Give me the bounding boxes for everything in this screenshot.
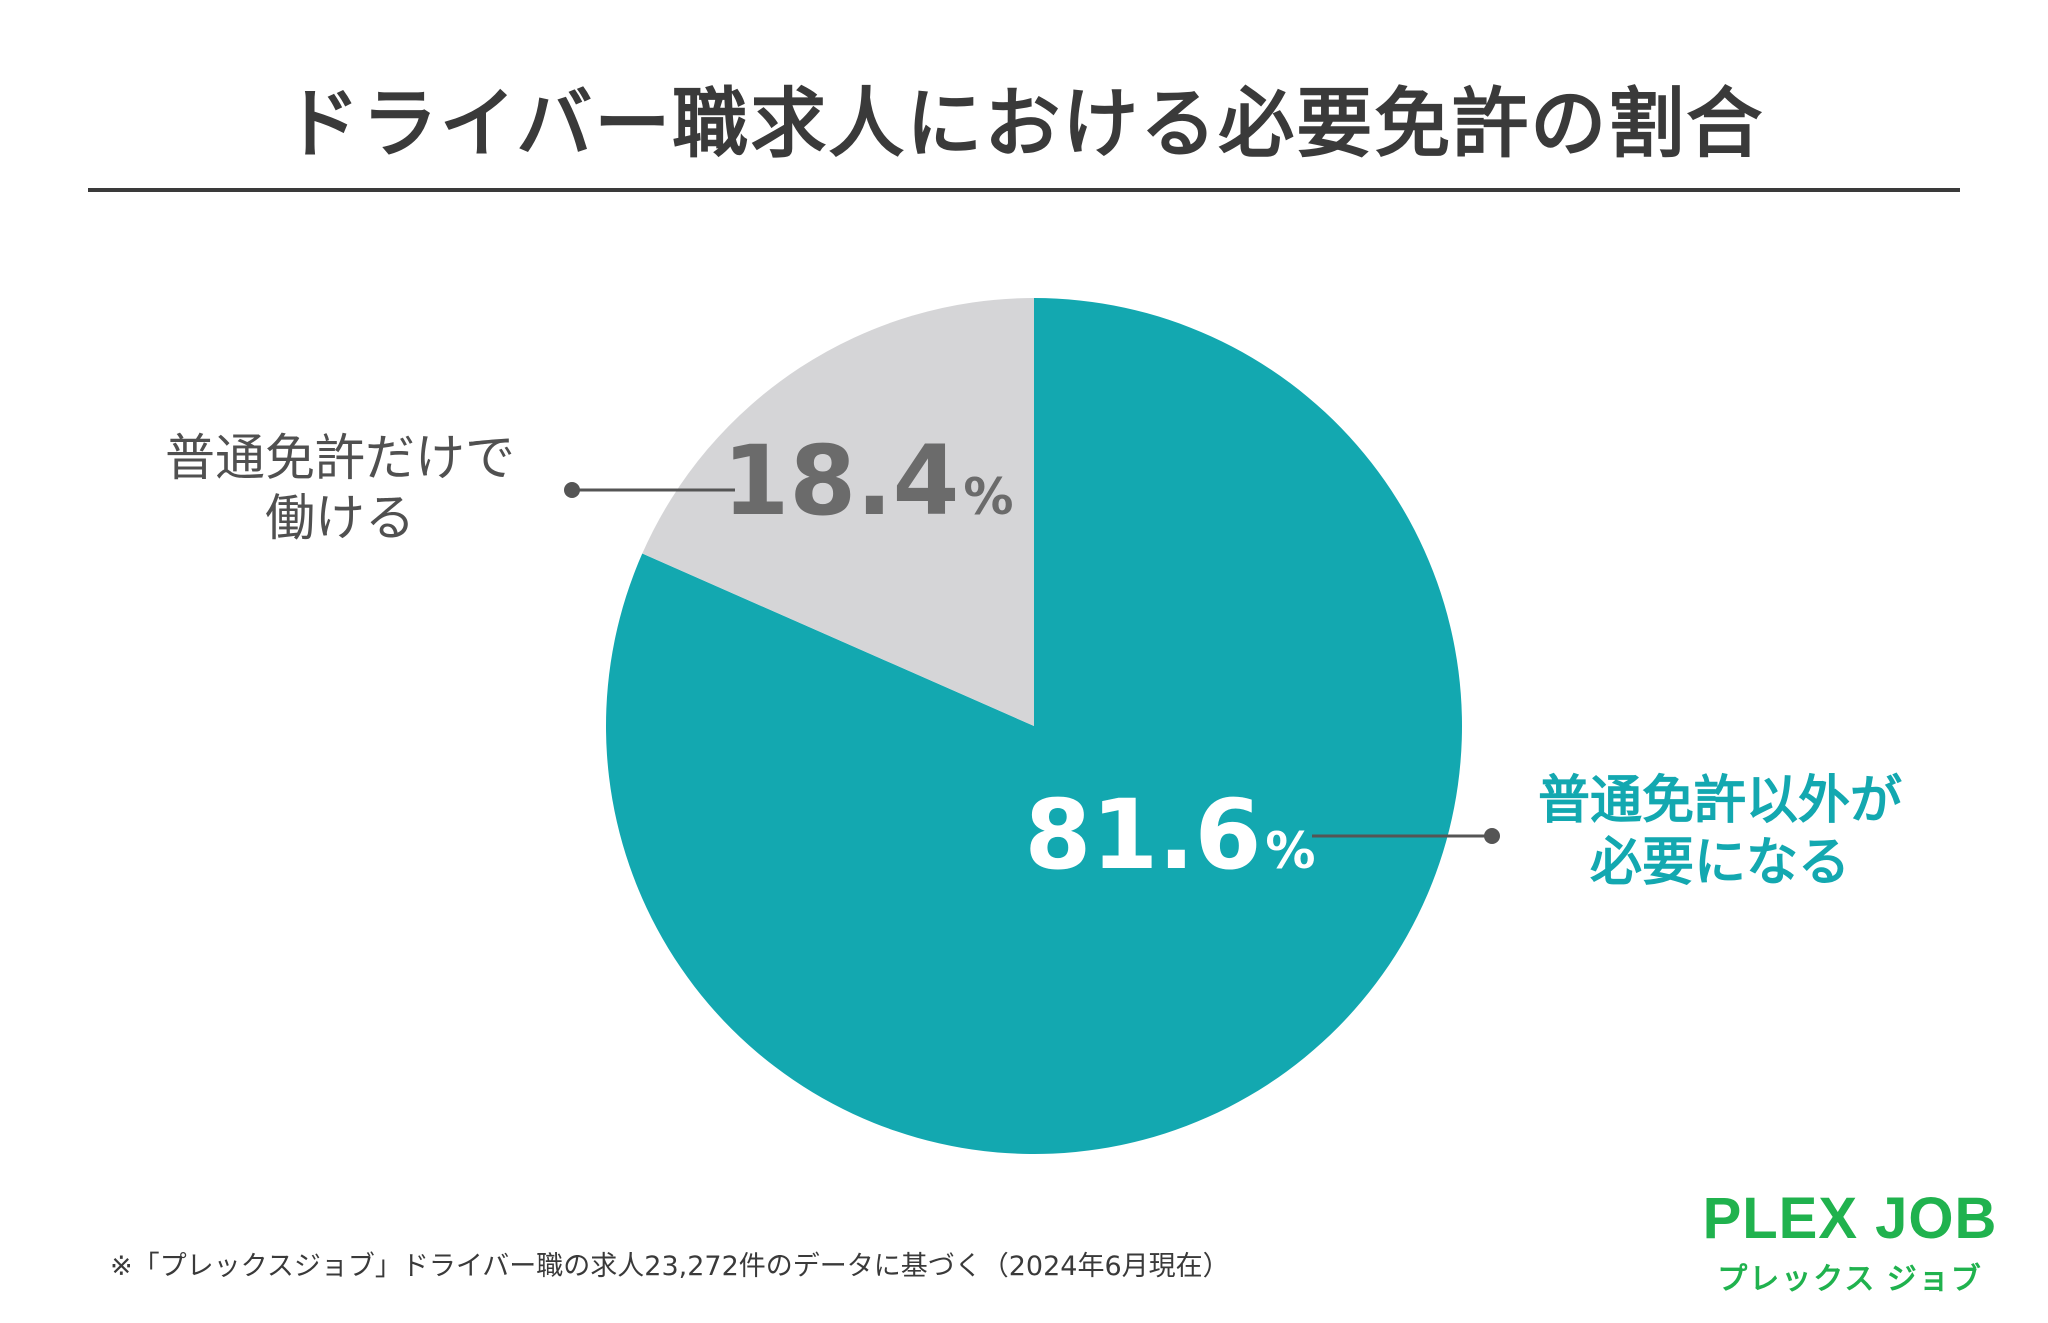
plex-job-logo: PLEX JOB プレックス ジョブ xyxy=(1690,1190,2010,1298)
value-label-unit-basic-license: % xyxy=(963,468,1013,526)
logo-main-text: PLEX JOB xyxy=(1702,1186,1998,1251)
logo-sub-text: プレックス ジョブ xyxy=(1717,1263,1983,1296)
slice-label-basic-license: 普通免許だけで 働ける xyxy=(120,428,560,548)
leader-line-other-license-dot xyxy=(1484,828,1500,844)
chart-title: ドライバー職求人における必要免許の割合 xyxy=(283,79,1765,168)
value-label-number-basic-license: 18.4 xyxy=(723,425,960,537)
slice-label-other-license-line2: 必要になる xyxy=(1589,833,1850,894)
value-label-other-license: 81.6% xyxy=(1025,779,1316,891)
slice-label-basic-license-line1: 普通免許だけで xyxy=(165,429,515,487)
leader-line-basic-license-dot xyxy=(564,482,580,498)
slice-label-other-license: 普通免許以外が 必要になる xyxy=(1500,770,1940,895)
value-label-basic-license: 18.4% xyxy=(723,425,1014,537)
title-divider xyxy=(88,188,1960,192)
footnote: ※「プレックスジョブ」ドライバー職の求人23,272件のデータに基づく（2024… xyxy=(110,1251,1230,1282)
value-label-unit-other-license: % xyxy=(1265,822,1315,880)
pie-slice-basic-license xyxy=(642,297,1034,726)
slice-label-other-license-line1: 普通免許以外が xyxy=(1537,771,1902,831)
slice-label-basic-license-line2: 働ける xyxy=(265,489,415,547)
value-label-number-other-license: 81.6 xyxy=(1025,779,1262,891)
